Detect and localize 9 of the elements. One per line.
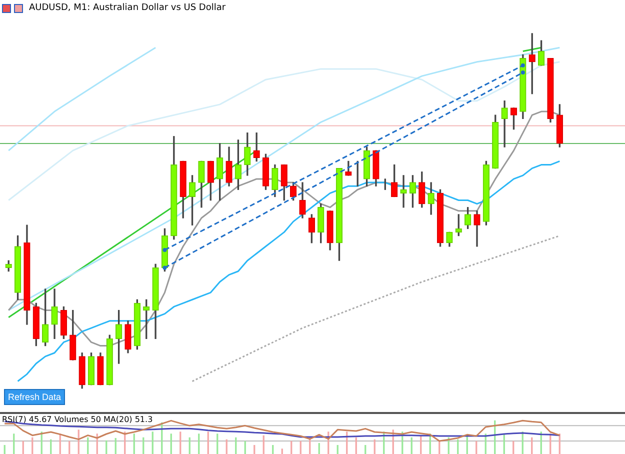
chart-title: RSI(7) 45.67 Volumes 50 MA(20) 51.3 [2,415,153,424]
point [520,63,525,68]
point [162,248,167,252]
candlestick [501,100,508,148]
point [162,266,167,270]
point [520,70,525,74]
chart-title: AUDUSD, M1: Australian Dollar vs US Dollar [29,3,226,13]
text: Refresh Data [4,389,66,405]
candlestick [400,175,407,208]
